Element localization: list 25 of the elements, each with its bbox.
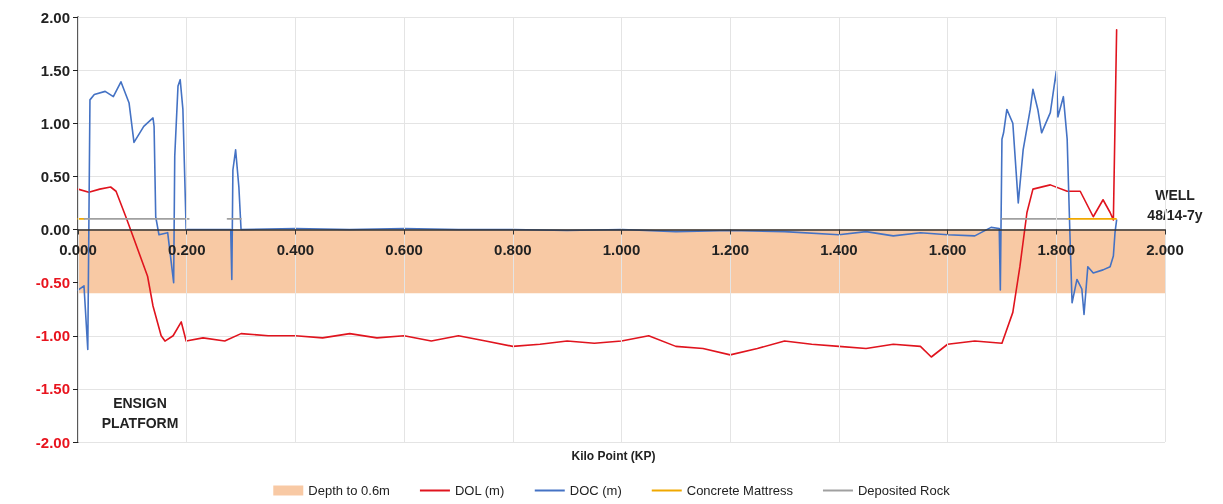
- annotation: ENSIGN PLATFORM: [101, 395, 179, 431]
- y-tick-label: 0.00: [40, 221, 70, 238]
- y-tick-label: 0.50: [40, 167, 70, 185]
- x-tick-label: 0.600: [385, 240, 423, 258]
- legend-label: DOL (m): [454, 483, 505, 498]
- y-tick-label: 2.00: [40, 8, 70, 26]
- legend-label: Deposited Rock: [857, 483, 951, 498]
- y-tick-label: 1.00: [40, 114, 70, 132]
- legend-label: DOC (m): [569, 483, 622, 498]
- annotation: WELL 48/14-7y: [1147, 187, 1203, 223]
- y-tick-label: 1.50: [40, 61, 70, 79]
- legend-label: Concrete Mattress: [686, 483, 794, 498]
- y-tick-label: -2.00: [35, 433, 70, 451]
- y-tick-label: -1.50: [35, 380, 70, 398]
- legend-label: Depth to 0.6m: [308, 483, 390, 498]
- x-tick-label: 1.400: [820, 240, 858, 258]
- y-tick-label: -0.50: [35, 274, 70, 292]
- x-tick-label: 2.000: [1146, 240, 1184, 258]
- x-axis-title: Kilo Point (KP): [571, 449, 656, 463]
- x-tick-label: 1.600: [928, 240, 967, 258]
- x-tick-label: 0.800: [494, 240, 532, 258]
- x-tick-label: 1.000: [602, 240, 641, 258]
- x-tick-label: 0.400: [276, 240, 315, 258]
- y-tick-label: -1.00: [35, 327, 70, 345]
- x-tick-label: 1.200: [711, 240, 749, 258]
